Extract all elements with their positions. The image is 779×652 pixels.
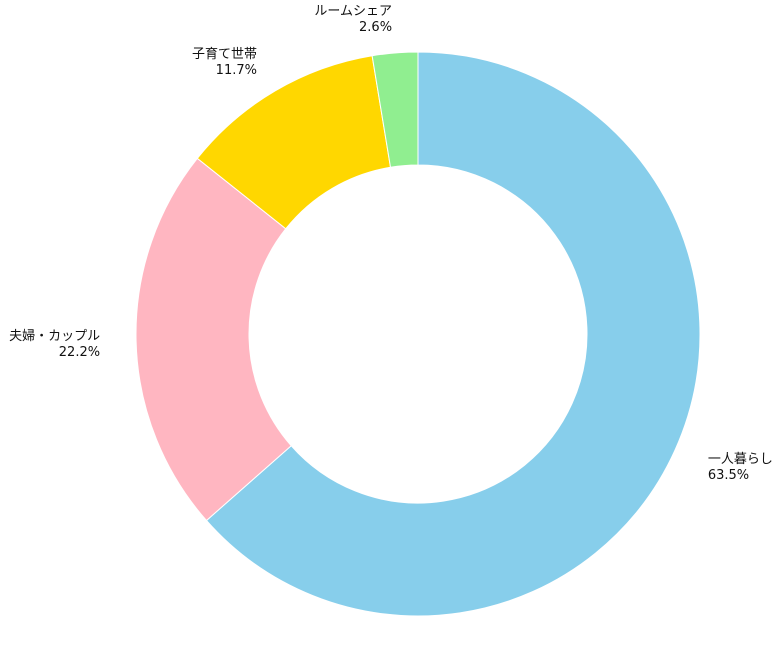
slice-percent-2: 11.7% <box>216 63 257 78</box>
slice-label-1: 夫婦・カップル <box>9 328 100 344</box>
donut-slice-0 <box>205 51 701 617</box>
slice-label-0: 一人暮らし <box>708 452 773 467</box>
slice-label-3: ルームシェア <box>314 4 392 19</box>
slice-percent-3: 2.6% <box>359 20 392 35</box>
donut-slices <box>135 51 701 617</box>
donut-slice-3 <box>371 51 419 168</box>
slice-label-2: 子育て世帯 <box>192 46 257 62</box>
slice-percent-1: 22.2% <box>59 345 100 360</box>
donut-slice-1 <box>135 157 292 522</box>
slice-percent-0: 63.5% <box>708 468 749 483</box>
